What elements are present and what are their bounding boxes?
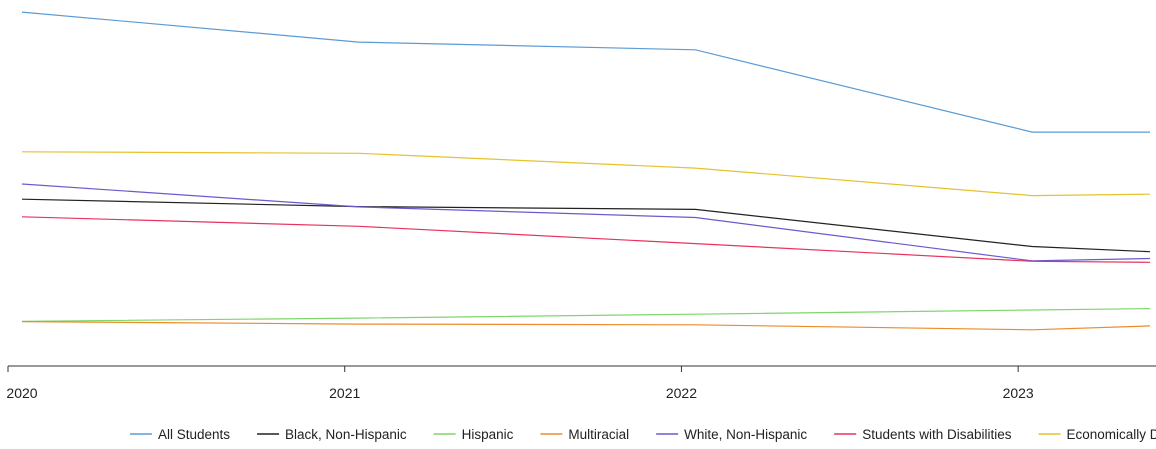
x-axis: 2020 2021 2022 2023 (6, 365, 1156, 401)
legend-label-black-non-hispanic: Black, Non-Hispanic (285, 427, 407, 442)
legend-item-black-non-hispanic[interactable]: Black, Non-Hispanic (257, 427, 407, 442)
legend-item-multiracial[interactable]: Multiracial (540, 427, 629, 442)
legend-label-economically-disadvantaged: Economically Disadvantaged (1067, 427, 1156, 442)
legend-item-students-with-disabilities[interactable]: Students with Disabilities (834, 427, 1012, 442)
x-tick-label-2023: 2023 (1003, 385, 1034, 401)
legend-label-students-with-disabilities: Students with Disabilities (862, 427, 1012, 442)
legend-item-economically-disadvantaged[interactable]: Economically Disadvantaged (1038, 427, 1156, 442)
series-layer (21, 11, 1151, 331)
legend-item-hispanic[interactable]: Hispanic (433, 427, 514, 442)
series-line-students-with-disabilities (21, 216, 1151, 263)
legend-item-white-non-hispanic[interactable]: White, Non-Hispanic (656, 427, 807, 442)
legend-label-all-students: All Students (158, 427, 230, 442)
series-line-hispanic (21, 308, 1151, 322)
series-line-black-non-hispanic (21, 198, 1151, 253)
legend-label-multiracial: Multiracial (568, 427, 629, 442)
x-tick-label-2020: 2020 (6, 385, 37, 401)
series-line-all-students (21, 11, 1150, 133)
x-tick-label-2022: 2022 (666, 385, 697, 401)
legend-label-white-non-hispanic: White, Non-Hispanic (684, 427, 807, 442)
x-tick-label-2021: 2021 (329, 385, 360, 401)
series-line-economically-disadvantaged (21, 151, 1151, 197)
legend-item-all-students[interactable]: All Students (130, 427, 230, 442)
series-line-multiracial (21, 321, 1151, 331)
legend-label-hispanic: Hispanic (462, 427, 514, 442)
series-line-white-non-hispanic (21, 183, 1151, 262)
legend: All Students Black, Non-Hispanic Hispanic M… (130, 427, 1156, 442)
